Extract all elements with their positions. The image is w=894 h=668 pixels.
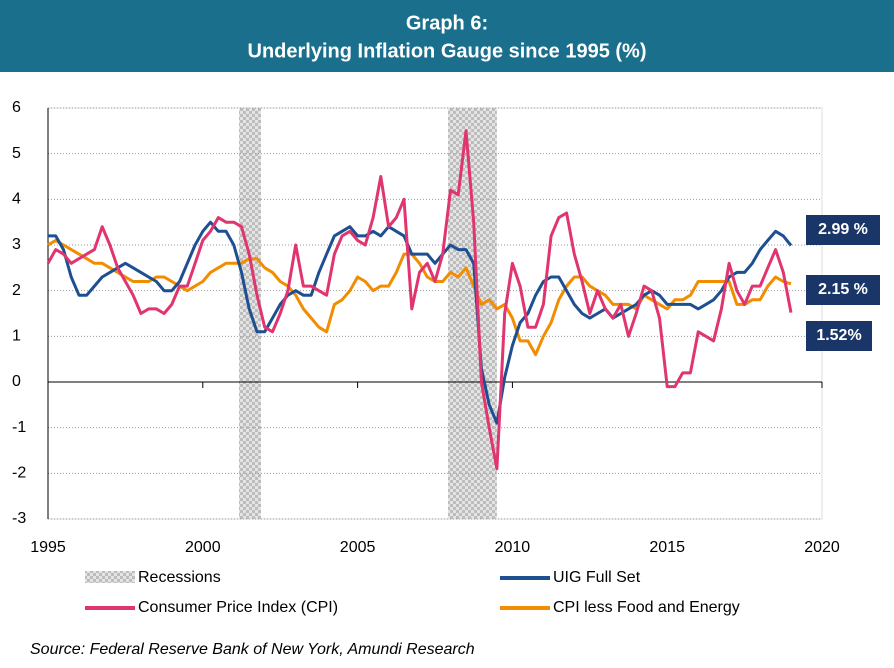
x-tick-label: 2010 bbox=[495, 539, 531, 556]
legend-label: Recessions bbox=[138, 569, 221, 586]
x-tick-label: 2005 bbox=[340, 539, 376, 556]
series-line bbox=[48, 220, 793, 425]
end-label-box bbox=[806, 321, 872, 351]
y-tick-label: 6 bbox=[12, 99, 21, 116]
end-label-box bbox=[806, 275, 880, 305]
recession bbox=[448, 108, 497, 519]
y-tick-label: -2 bbox=[12, 465, 26, 482]
header bbox=[0, 0, 894, 72]
end-label-box bbox=[806, 215, 880, 245]
x-tick-label: 2020 bbox=[804, 539, 840, 556]
source: Source: Federal Reserve Bank of New York… bbox=[30, 641, 475, 658]
legend-label: UIG Full Set bbox=[553, 569, 641, 586]
end-label: 2.15 % bbox=[818, 281, 868, 298]
x-tick-label: 2000 bbox=[185, 539, 221, 556]
series-line bbox=[47, 238, 792, 357]
y-tick-label: 3 bbox=[12, 236, 21, 253]
y-tick-label: -1 bbox=[12, 419, 26, 436]
legend-label: CPI less Food and Energy bbox=[553, 599, 740, 616]
chart-title: Graph 6: bbox=[406, 12, 488, 34]
legend-label: Consumer Price Index (CPI) bbox=[138, 599, 338, 616]
x-tick-label: 1995 bbox=[30, 539, 66, 556]
y-tick-label: 2 bbox=[12, 282, 21, 299]
y-tick-label: 0 bbox=[12, 373, 21, 390]
x-tick-label: 2015 bbox=[649, 539, 685, 556]
y-tick-label: 4 bbox=[12, 191, 21, 208]
legend-swatch bbox=[85, 571, 135, 583]
y-tick-label: 1 bbox=[12, 328, 21, 345]
series-line bbox=[46, 129, 793, 471]
chart-subtitle: Underlying Inflation Gauge since 1995 (%… bbox=[248, 40, 647, 62]
y-tick-label: -3 bbox=[12, 510, 26, 527]
end-label: 2.99 % bbox=[818, 221, 868, 238]
plot-area bbox=[47, 107, 823, 520]
end-label: 1.52% bbox=[816, 327, 861, 344]
y-tick-label: 5 bbox=[12, 145, 21, 162]
